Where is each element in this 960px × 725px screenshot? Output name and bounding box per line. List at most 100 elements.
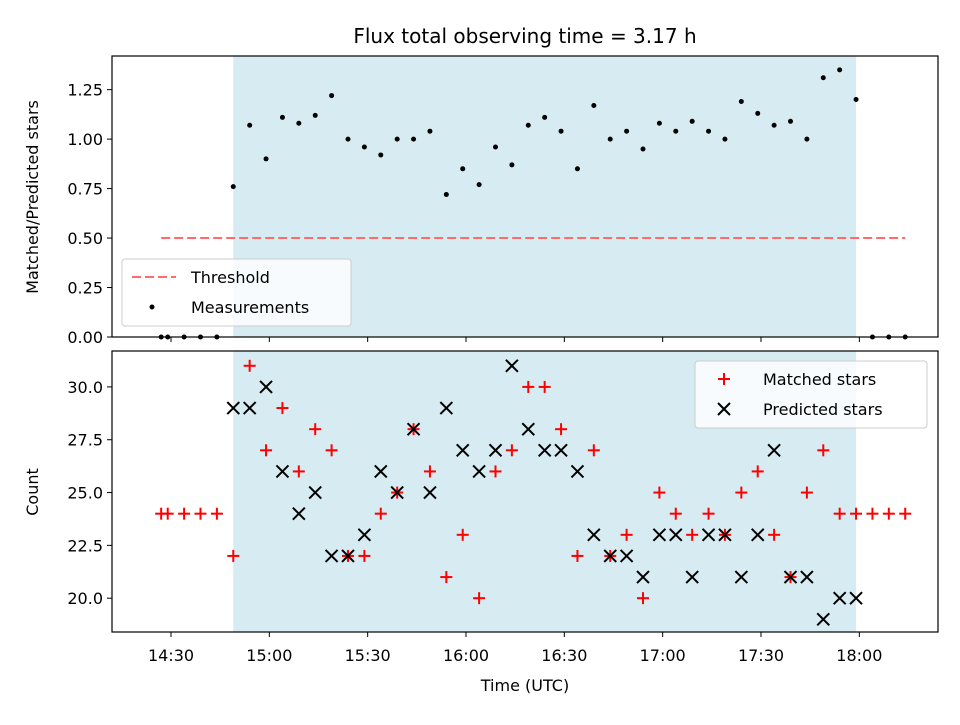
predicted-star-point: [832, 591, 847, 605]
predicted-star-point: [587, 528, 601, 542]
top-y-axis-label: Matched/Predicted stars: [23, 100, 42, 294]
predicted-star-point: [849, 591, 863, 605]
bottom-x-tick-label: 16:00: [443, 646, 489, 665]
matched-star-point: [653, 486, 666, 499]
matched-star-point: [260, 444, 273, 457]
matched-star-point: [866, 507, 879, 520]
predicted-star-point: [619, 549, 634, 563]
predicted-star-point: [783, 570, 798, 584]
measurement-point: [771, 122, 777, 128]
legend-predicted-swatch: [717, 402, 731, 416]
predicted-star-point: [390, 485, 404, 500]
measurement-points: [158, 67, 908, 340]
matched-star-point: [210, 507, 223, 520]
measurement-point: [853, 97, 859, 103]
predicted-star-point: [505, 359, 519, 373]
predicted-star-point: [767, 443, 781, 458]
bottom-legend: Matched stars Predicted stars: [694, 360, 928, 429]
predicted-star-point: [685, 570, 699, 584]
predicted-star-point: [636, 570, 650, 584]
measurement-point: [296, 120, 302, 126]
measurement-point: [378, 152, 384, 158]
matched-star-point: [194, 507, 207, 520]
measurement-point: [345, 136, 351, 142]
predicted-star-point: [472, 464, 486, 479]
bottom-x-tick-label: 18:00: [836, 646, 882, 665]
top-legend-box: [121, 258, 352, 327]
measurement-point: [394, 136, 400, 142]
matched-star-point: [178, 507, 191, 520]
top-frame: [111, 55, 939, 338]
matched-star-point: [325, 444, 338, 457]
top-y-tick-label: 0.75: [67, 180, 103, 199]
measurement-point: [247, 122, 253, 128]
bottom-panel: 20.0 22.5 25.0 27.5 30.0 14:30 15:00 15:30 16:0…: [23, 350, 939, 695]
top-y-tick-label: 0.25: [67, 279, 103, 298]
predicted-star-point: [439, 401, 454, 415]
measurement-point: [411, 136, 417, 142]
matched-star-point: [702, 507, 715, 520]
measurement-point: [804, 136, 810, 142]
bottom-y-axis-label: Count: [23, 468, 42, 516]
x-axis-label: Time (UTC): [480, 676, 569, 695]
matched-star-point: [292, 465, 305, 478]
bottom-y-tick-label: 20.0: [67, 589, 103, 608]
measurement-point: [706, 128, 712, 134]
matched-star-point: [850, 507, 863, 520]
predicted-star-point: [734, 570, 749, 584]
measurement-point: [656, 120, 662, 126]
matched-star-point: [538, 380, 551, 393]
bottom-x-axis: 14:30 15:00 15:30 16:00 16:30 17:00 17:30 18:00: [148, 632, 882, 665]
matched-star-point: [522, 380, 535, 393]
matched-star-point: [555, 423, 568, 436]
matched-star-point: [833, 507, 846, 520]
matched-star-point: [735, 486, 748, 499]
matched-star-point: [358, 549, 371, 562]
measurement-point: [476, 182, 482, 188]
top-x-ticks: [170, 337, 860, 342]
predicted-star-point: [554, 443, 568, 458]
bottom-x-tick-label: 17:00: [640, 646, 686, 665]
measurement-point: [493, 144, 498, 150]
predicted-star-point: [292, 506, 306, 521]
predicted-star-point: [423, 485, 437, 500]
measurement-point: [591, 102, 597, 108]
predicted-star-point: [374, 464, 388, 479]
predicted-star-point: [259, 380, 273, 394]
predicted-star-point: [570, 464, 585, 479]
bottom-y-tick-label: 30.0: [67, 378, 103, 397]
measurement-point: [525, 122, 531, 128]
predicted-star-point: [226, 401, 240, 415]
matched-star-point: [571, 549, 584, 562]
predicted-star-point: [652, 528, 667, 542]
predicted-star-point: [816, 612, 830, 627]
measurement-point: [558, 128, 564, 134]
predicted-star-point: [308, 485, 322, 500]
predicted-star-point: [406, 422, 421, 436]
top-y-tick-label: 1.25: [67, 81, 103, 100]
predicted-star-point: [537, 443, 552, 458]
matched-star-point: [882, 507, 895, 520]
bottom-y-axis: 20.0 22.5 25.0 27.5 30.0: [67, 378, 112, 608]
predicted-star-point: [751, 528, 765, 542]
predicted-star-point: [603, 549, 617, 563]
measurement-point: [279, 114, 285, 120]
legend-predicted-label: Predicted stars: [763, 400, 883, 419]
measurement-point: [443, 192, 449, 198]
matched-star-point: [276, 402, 289, 415]
matched-star-point: [637, 592, 649, 605]
matched-star-point: [817, 444, 830, 457]
predicted-stars-points: [226, 359, 863, 627]
bottom-y-tick-label: 22.5: [67, 536, 103, 555]
measurement-point: [509, 162, 515, 168]
top-y-axis: 0.00 0.25 0.50 0.75 1.00 1.25: [67, 81, 112, 347]
measurement-point: [263, 156, 269, 162]
measurement-point: [607, 136, 613, 142]
measurement-point: [624, 128, 630, 134]
measurement-point: [542, 114, 548, 120]
bottom-x-tick-label: 16:30: [541, 646, 587, 665]
measurement-point: [722, 136, 728, 142]
matched-star-point: [161, 507, 174, 520]
bottom-y-tick-label: 27.5: [67, 431, 103, 450]
